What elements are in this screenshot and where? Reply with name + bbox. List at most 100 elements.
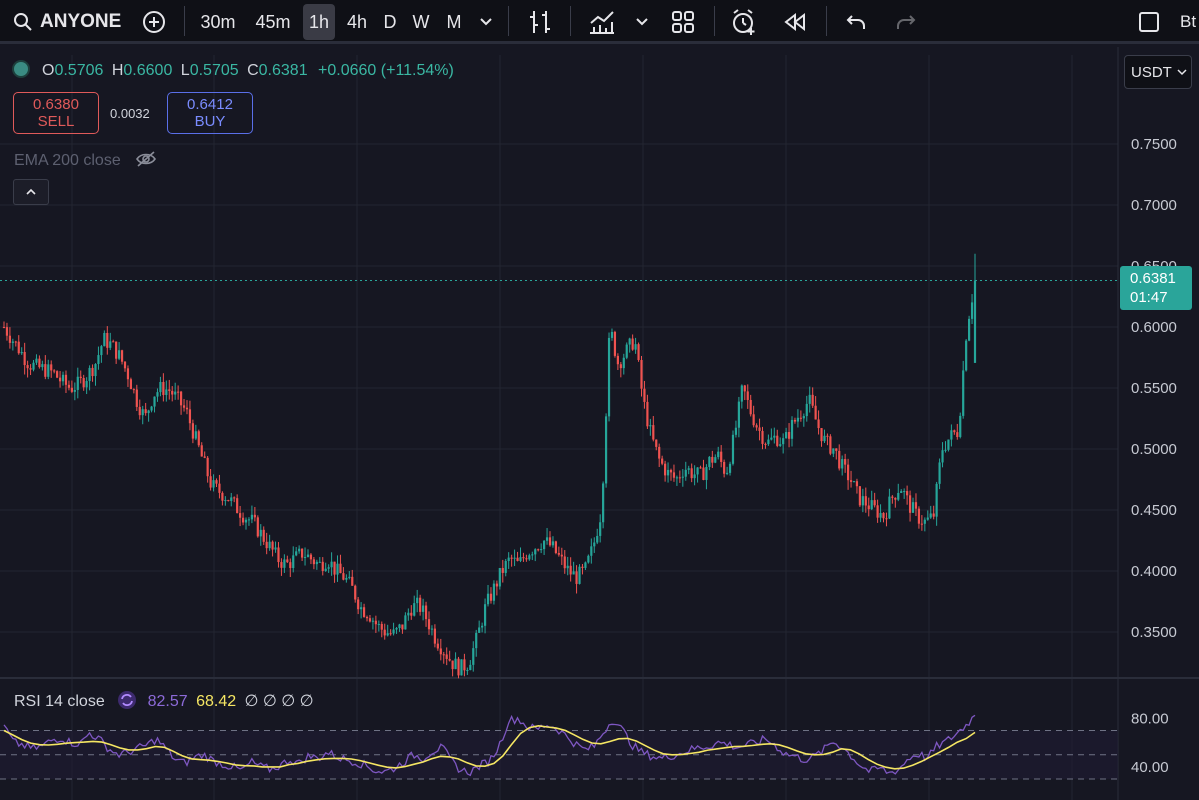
candle-body	[737, 401, 740, 428]
price-tick-label: 0.5000	[1131, 441, 1177, 458]
candle-body	[389, 633, 392, 635]
sell-button[interactable]: 0.6380 SELL	[13, 92, 99, 134]
undo-icon[interactable]	[842, 0, 870, 44]
candle-body	[233, 497, 236, 499]
candle-body	[120, 350, 124, 362]
candle-body	[817, 419, 820, 429]
eye-hidden-icon[interactable]	[135, 150, 157, 168]
candle-body	[365, 616, 369, 619]
redo-icon[interactable]	[892, 0, 920, 44]
price-chart[interactable]: 0.75000.70000.65000.60000.55000.50000.45…	[0, 47, 1199, 800]
indicators-icon[interactable]	[586, 0, 618, 44]
candle-body	[935, 483, 938, 517]
candle-body	[669, 469, 673, 473]
candle-body	[44, 364, 47, 377]
candle-body	[377, 623, 380, 625]
candle-body	[253, 514, 256, 518]
price-tick-label: 0.4000	[1131, 563, 1177, 580]
chevron-down-icon[interactable]	[476, 0, 496, 44]
candle-body	[70, 387, 73, 392]
candle-body	[956, 432, 959, 437]
chart-area[interactable]: 0.75000.70000.65000.60000.55000.50000.45…	[0, 47, 1199, 800]
candle-body	[230, 497, 233, 501]
ema-indicator[interactable]: EMA 200 close	[14, 150, 157, 170]
candle-body	[870, 500, 873, 510]
candle-body	[864, 496, 867, 506]
symbol-name[interactable]: ANYONE	[40, 11, 122, 32]
layout-grid-icon[interactable]	[668, 0, 698, 44]
candle-body	[298, 548, 301, 552]
candle-body	[923, 519, 926, 524]
candle-body	[705, 467, 708, 480]
candle-body	[416, 597, 419, 604]
candle-body	[965, 340, 968, 371]
candle-body	[640, 360, 643, 389]
candle-body	[421, 605, 425, 612]
candle-body	[395, 628, 398, 630]
candle-body	[191, 423, 194, 439]
candle-body	[239, 513, 242, 518]
candle-body	[360, 607, 363, 610]
toolbar-overflow-text[interactable]: Bt	[1180, 12, 1197, 31]
candle-body	[696, 467, 699, 475]
candle-body	[793, 419, 797, 422]
candle-body	[227, 500, 230, 502]
candle-body	[631, 338, 634, 350]
chevron-down-icon[interactable]	[632, 0, 652, 44]
candle-body	[483, 604, 487, 626]
candle-body	[498, 567, 501, 587]
candle-body	[914, 502, 918, 509]
candle-body	[339, 563, 342, 574]
candle-body	[345, 577, 348, 580]
candle-body	[357, 599, 360, 610]
timeframe-45m[interactable]: 45m	[255, 11, 291, 32]
candle-body	[858, 486, 861, 506]
candle-body	[17, 341, 20, 354]
refresh-icon[interactable]	[117, 690, 137, 710]
candle-body	[728, 463, 732, 473]
rsi-empty-values: ∅ ∅ ∅ ∅	[244, 693, 314, 710]
chevron-up-icon	[26, 188, 36, 195]
top-toolbar: ANYONE 30m 45m 1h 4h D W M Bt	[0, 0, 1199, 44]
candle-body	[419, 597, 422, 612]
candle-body	[73, 389, 76, 392]
candle-body	[773, 435, 776, 438]
alarm-add-icon[interactable]	[728, 0, 760, 44]
candle-body	[215, 480, 218, 484]
candle-body	[318, 561, 321, 563]
candle-style-icon[interactable]	[526, 0, 554, 44]
chevron-down-icon	[1177, 69, 1187, 76]
add-symbol-icon[interactable]	[139, 0, 169, 44]
timeframe-d[interactable]: D	[383, 11, 397, 32]
price-tick-label: 0.4500	[1131, 502, 1177, 519]
timeframe-w[interactable]: W	[412, 11, 430, 32]
candle-body	[472, 648, 475, 665]
candle-body	[885, 518, 888, 520]
candle-body	[268, 541, 271, 549]
candle-body	[779, 444, 782, 446]
search-icon[interactable]	[10, 0, 36, 44]
timeframe-m[interactable]: M	[446, 11, 462, 32]
timeframe-30m[interactable]: 30m	[200, 11, 236, 32]
candle-body	[891, 496, 894, 498]
candle-body	[752, 414, 755, 426]
currency-selector[interactable]: USDT	[1124, 55, 1192, 89]
candle-body	[61, 374, 65, 382]
timeframe-4h[interactable]: 4h	[346, 11, 368, 32]
candle-body	[236, 498, 239, 514]
collapse-legend-button[interactable]	[13, 179, 49, 205]
candle-body	[531, 554, 534, 556]
candle-body	[466, 670, 469, 672]
rsi-band	[0, 730, 1118, 779]
bar-countdown: 01:47	[1130, 289, 1168, 306]
candle-body	[755, 425, 758, 428]
buy-button[interactable]: 0.6412 BUY	[167, 92, 253, 134]
candle-body	[259, 529, 262, 537]
timeframe-1h[interactable]: 1h	[303, 4, 335, 40]
current-price-label: 0.6381 01:47	[1120, 266, 1192, 310]
candle-body	[262, 529, 265, 542]
candle-body	[271, 541, 274, 550]
fullscreen-icon[interactable]	[1136, 0, 1162, 44]
replay-icon[interactable]	[780, 0, 810, 44]
candle-body	[599, 522, 602, 536]
